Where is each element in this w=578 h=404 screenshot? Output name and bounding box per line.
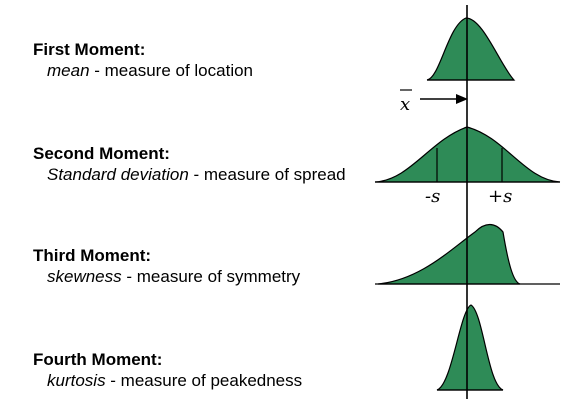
second-moment-block: Second Moment: Standard deviation - meas… <box>33 144 363 185</box>
mean-arrowhead <box>456 94 468 104</box>
third-moment-block: Third Moment: skewness - measure of symm… <box>33 246 300 287</box>
fourth-moment-block: Fourth Moment: kurtosis - measure of pea… <box>33 350 302 391</box>
first-moment-desc: mean - measure of location <box>33 60 253 81</box>
third-moment-rest: - measure of symmetry <box>121 267 301 286</box>
second-moment-rest: - measure of spread <box>188 165 346 184</box>
first-moment-block: First Moment: mean - measure of location <box>33 40 253 81</box>
fourth-moment-curve <box>436 304 504 391</box>
second-moment-title: Second Moment: <box>33 144 170 163</box>
first-moment-rest: - measure of location <box>89 61 253 80</box>
fourth-moment-rest: - measure of peakedness <box>105 371 303 390</box>
third-moment-term: skewness <box>47 267 122 286</box>
fourth-moment-title: Fourth Moment: <box>33 350 163 369</box>
plus-s-label: +s <box>488 186 512 207</box>
minus-s-label: -s <box>425 186 440 207</box>
second-moment-desc: Standard deviation - measure of spread <box>33 164 363 185</box>
first-moment-curve <box>426 17 516 81</box>
fourth-moment-desc: kurtosis - measure of peakedness <box>33 370 302 391</box>
third-moment-desc: skewness - measure of symmetry <box>33 266 300 287</box>
first-moment-term: mean <box>47 61 90 80</box>
xbar-label: x <box>400 94 410 115</box>
third-moment-title: Third Moment: <box>33 246 152 265</box>
first-moment-title: First Moment: <box>33 40 146 59</box>
third-moment-curve <box>377 223 521 285</box>
fourth-moment-term: kurtosis <box>47 371 106 390</box>
second-moment-term: Standard deviation <box>47 165 189 184</box>
